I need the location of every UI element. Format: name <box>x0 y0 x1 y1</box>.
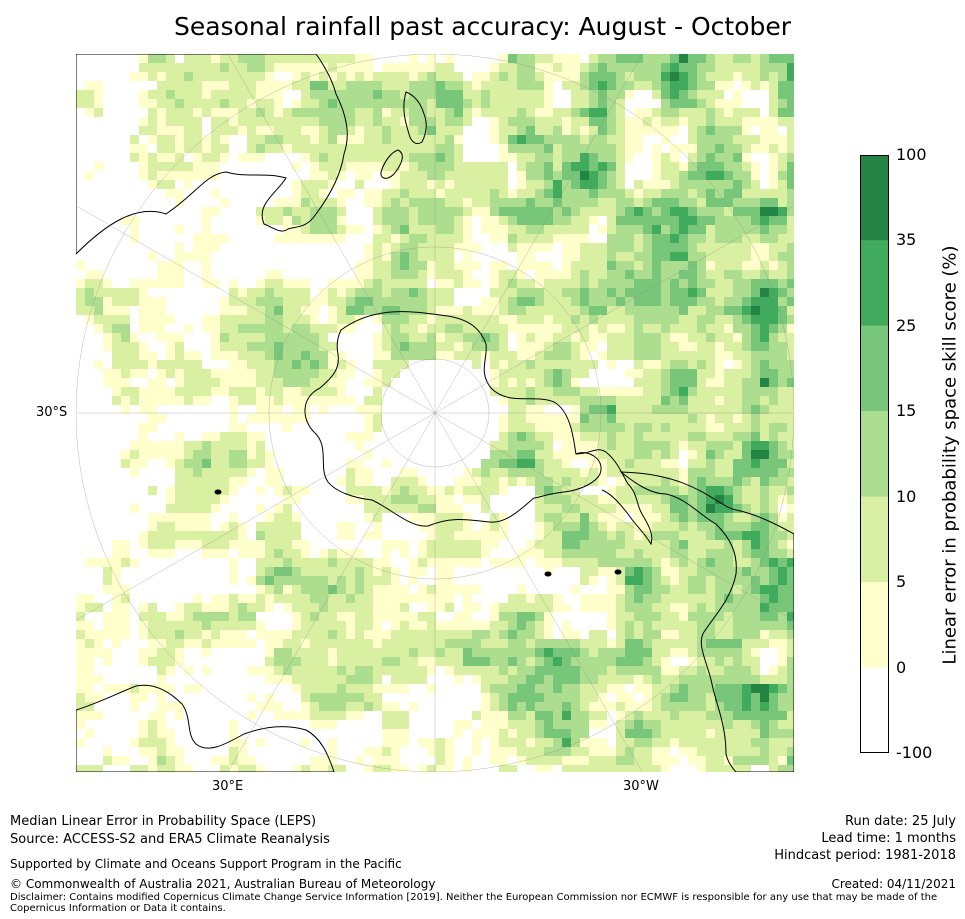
colorbar-tick-label: 5 <box>896 572 907 592</box>
south-america-coastline <box>619 471 794 772</box>
meridian-line <box>434 54 643 414</box>
created-date: Created: 04/11/2021 <box>831 877 956 891</box>
footer-support: Supported by Climate and Oceans Support … <box>10 857 402 871</box>
colorbar-segment <box>860 411 889 497</box>
colorbar-segment <box>860 667 889 753</box>
chart-title: Seasonal rainfall past accuracy: August … <box>173 12 792 41</box>
colorbar-tick-label: 10 <box>896 486 917 506</box>
polar-skill-map <box>76 54 794 772</box>
colorbar-tick-label: 100 <box>896 145 927 164</box>
colorbar-tick-label: 15 <box>896 401 917 421</box>
meridian-line <box>434 412 643 772</box>
meridian-line <box>434 205 794 414</box>
australia-coastline <box>76 54 348 255</box>
latitude-label-30s: 30°S <box>36 405 68 420</box>
footer-method: Median Linear Error in Probability Space… <box>10 814 317 829</box>
island <box>614 569 622 575</box>
colorbar-tick-label: 25 <box>896 315 917 335</box>
hindcast-period: Hindcast period: 1981-2018 <box>774 848 956 863</box>
lead-time: Lead time: 1 months <box>821 831 956 846</box>
colorbar-tick-label: 0 <box>896 657 907 677</box>
meridian-line <box>227 412 436 772</box>
colorbar <box>860 155 889 753</box>
meridian-line <box>76 412 436 621</box>
skill-field <box>76 54 794 772</box>
footer-copyright: © Commonwealth of Australia 2021, Austra… <box>10 877 436 891</box>
colorbar-segment <box>860 496 889 583</box>
antarctic-peninsula-coastline <box>575 449 653 546</box>
colorbar-segment <box>860 240 889 326</box>
antarctica-coastline <box>304 311 602 527</box>
colorbar-segment <box>860 582 889 668</box>
island <box>214 489 222 495</box>
colorbar-tick-label: -100 <box>896 743 933 762</box>
meridian-line <box>227 54 436 414</box>
island <box>544 571 552 577</box>
meridian-line <box>434 412 794 621</box>
graticule <box>76 54 794 772</box>
longitude-label-30e: 30°E <box>212 779 244 794</box>
coastlines <box>76 54 794 772</box>
colorbar-segment <box>860 325 889 412</box>
longitude-label-30w: 30°W <box>623 779 659 794</box>
colorbar-segment <box>860 155 889 241</box>
colorbar-tick-label: 35 <box>896 230 917 250</box>
run-date: Run date: 25 July <box>845 814 956 829</box>
meridian-line <box>76 205 436 414</box>
colorbar-label: Linear error in probability space skill … <box>939 245 961 665</box>
new-zealand-coastline <box>380 91 427 179</box>
footer-source: Source: ACCESS-S2 and ERA5 Climate Reana… <box>10 832 330 847</box>
footer-disclaimer: Disclaimer: Contains modified Copernicus… <box>10 892 938 914</box>
southern-africa-coastline <box>76 684 335 772</box>
